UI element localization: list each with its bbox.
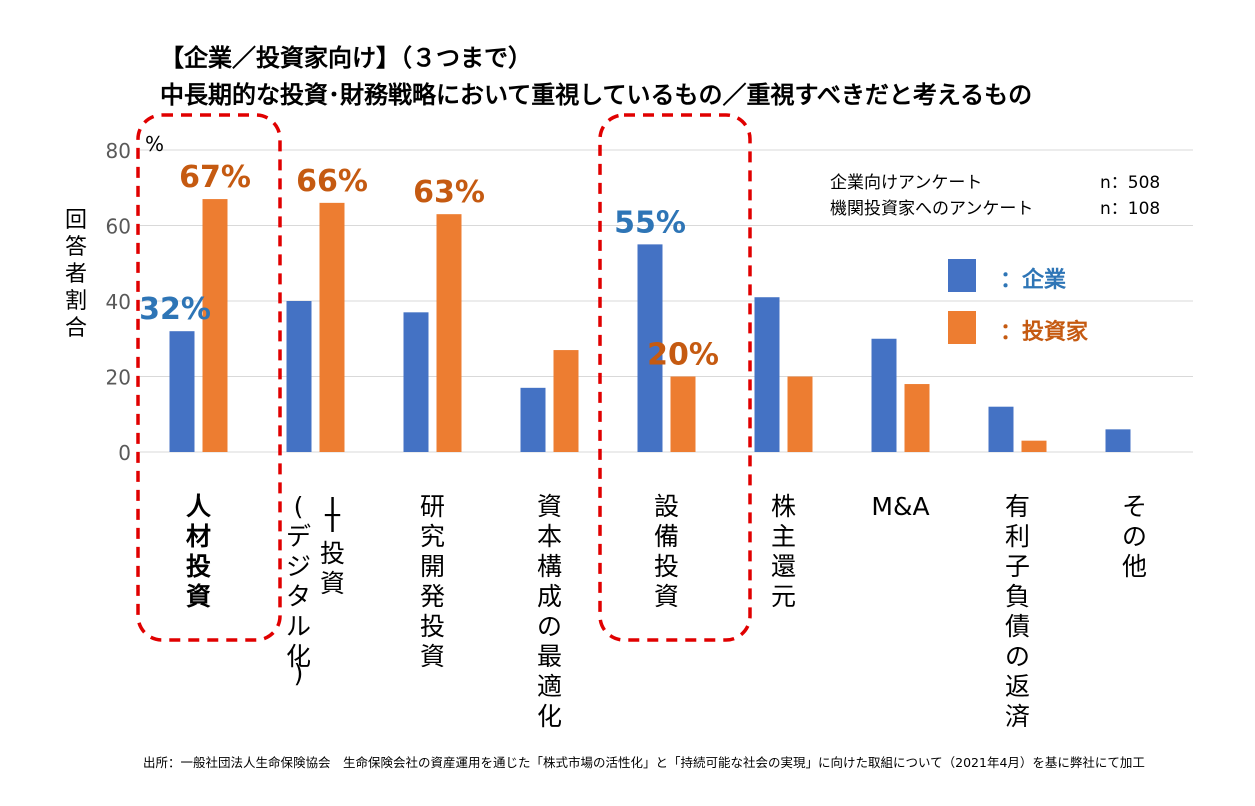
survey-note-investor-n: n：108 xyxy=(1100,199,1161,219)
bar-investor-1 xyxy=(319,202,345,452)
y-tick-40: 40 xyxy=(106,290,131,314)
survey-note-company-n: n：508 xyxy=(1100,173,1161,193)
x-tick-label-1-0: I T 投資 xyxy=(320,492,345,598)
data-label-2: 66% xyxy=(296,164,368,199)
bar-investor-0 xyxy=(202,199,228,452)
bar-investor-7 xyxy=(1021,440,1047,452)
data-label-0: 32% xyxy=(139,292,211,327)
legend-swatch-company xyxy=(948,259,976,292)
data-label-4: 55% xyxy=(614,205,686,240)
bar-company-4 xyxy=(637,244,663,452)
x-tick-label-6: M&A xyxy=(871,492,929,521)
x-tick-label-3: 資本構成の最適化 xyxy=(537,492,562,731)
y-unit-label: % xyxy=(145,132,164,156)
bar-investor-3 xyxy=(553,350,579,452)
highlight-box-1 xyxy=(598,113,752,642)
highlight-box-0 xyxy=(136,113,282,642)
bar-company-7 xyxy=(988,406,1014,452)
y-tick-20: 20 xyxy=(106,366,131,390)
legend-swatch-investor xyxy=(948,311,976,344)
y-axis-title: 回答者割合 xyxy=(65,208,87,341)
bar-company-3 xyxy=(520,387,546,452)
bar-company-0 xyxy=(169,331,195,452)
y-tick-60: 60 xyxy=(106,215,131,239)
bar-investor-2 xyxy=(436,214,462,452)
survey-note-company: 企業向けアンケート xyxy=(830,173,983,193)
survey-note-investor: 機関投資家へのアンケート xyxy=(830,199,1034,219)
x-tick-label-4: 設備投資 xyxy=(654,492,679,611)
data-label-3: 63% xyxy=(413,175,485,210)
chart-title-line1: 【企業／投資家向け】（３つまで） xyxy=(160,44,532,72)
legend-label-investor: ：投資家 xyxy=(1000,320,1089,345)
x-tick-label-1-1: (デジタル化) xyxy=(286,492,311,688)
x-tick-label-5: 株主還元 xyxy=(771,492,796,611)
x-tick-label-7: 有利子負債の返済 xyxy=(1005,492,1030,731)
bar-company-2 xyxy=(403,312,429,452)
bar-company-6 xyxy=(871,338,897,452)
x-tick-label-8: その他 xyxy=(1122,492,1147,581)
data-label-5: 20% xyxy=(647,338,719,373)
x-tick-label-0: 人材投資 xyxy=(186,492,211,611)
bar-investor-4 xyxy=(670,376,696,452)
bar-company-1 xyxy=(286,301,312,452)
chart-title-line2: 中長期的な投資･財務戦略において重視しているもの／重視すべきだと考えるもの xyxy=(160,81,1033,109)
bar-investor-6 xyxy=(904,384,930,452)
source-note: 出所：一般社団法人生命保険協会 生命保険会社の資産運用を通じた「株式市場の活性化… xyxy=(143,755,1145,770)
bar-company-5 xyxy=(754,297,780,452)
data-label-1: 67% xyxy=(179,160,251,195)
y-tick-80: 80 xyxy=(106,139,131,163)
legend-label-company: ：企業 xyxy=(1000,268,1067,293)
bar-investor-5 xyxy=(787,376,813,452)
x-tick-label-2: 研究開発投資 xyxy=(420,492,445,671)
bar-company-8 xyxy=(1105,429,1131,452)
y-tick-0: 0 xyxy=(118,441,131,465)
